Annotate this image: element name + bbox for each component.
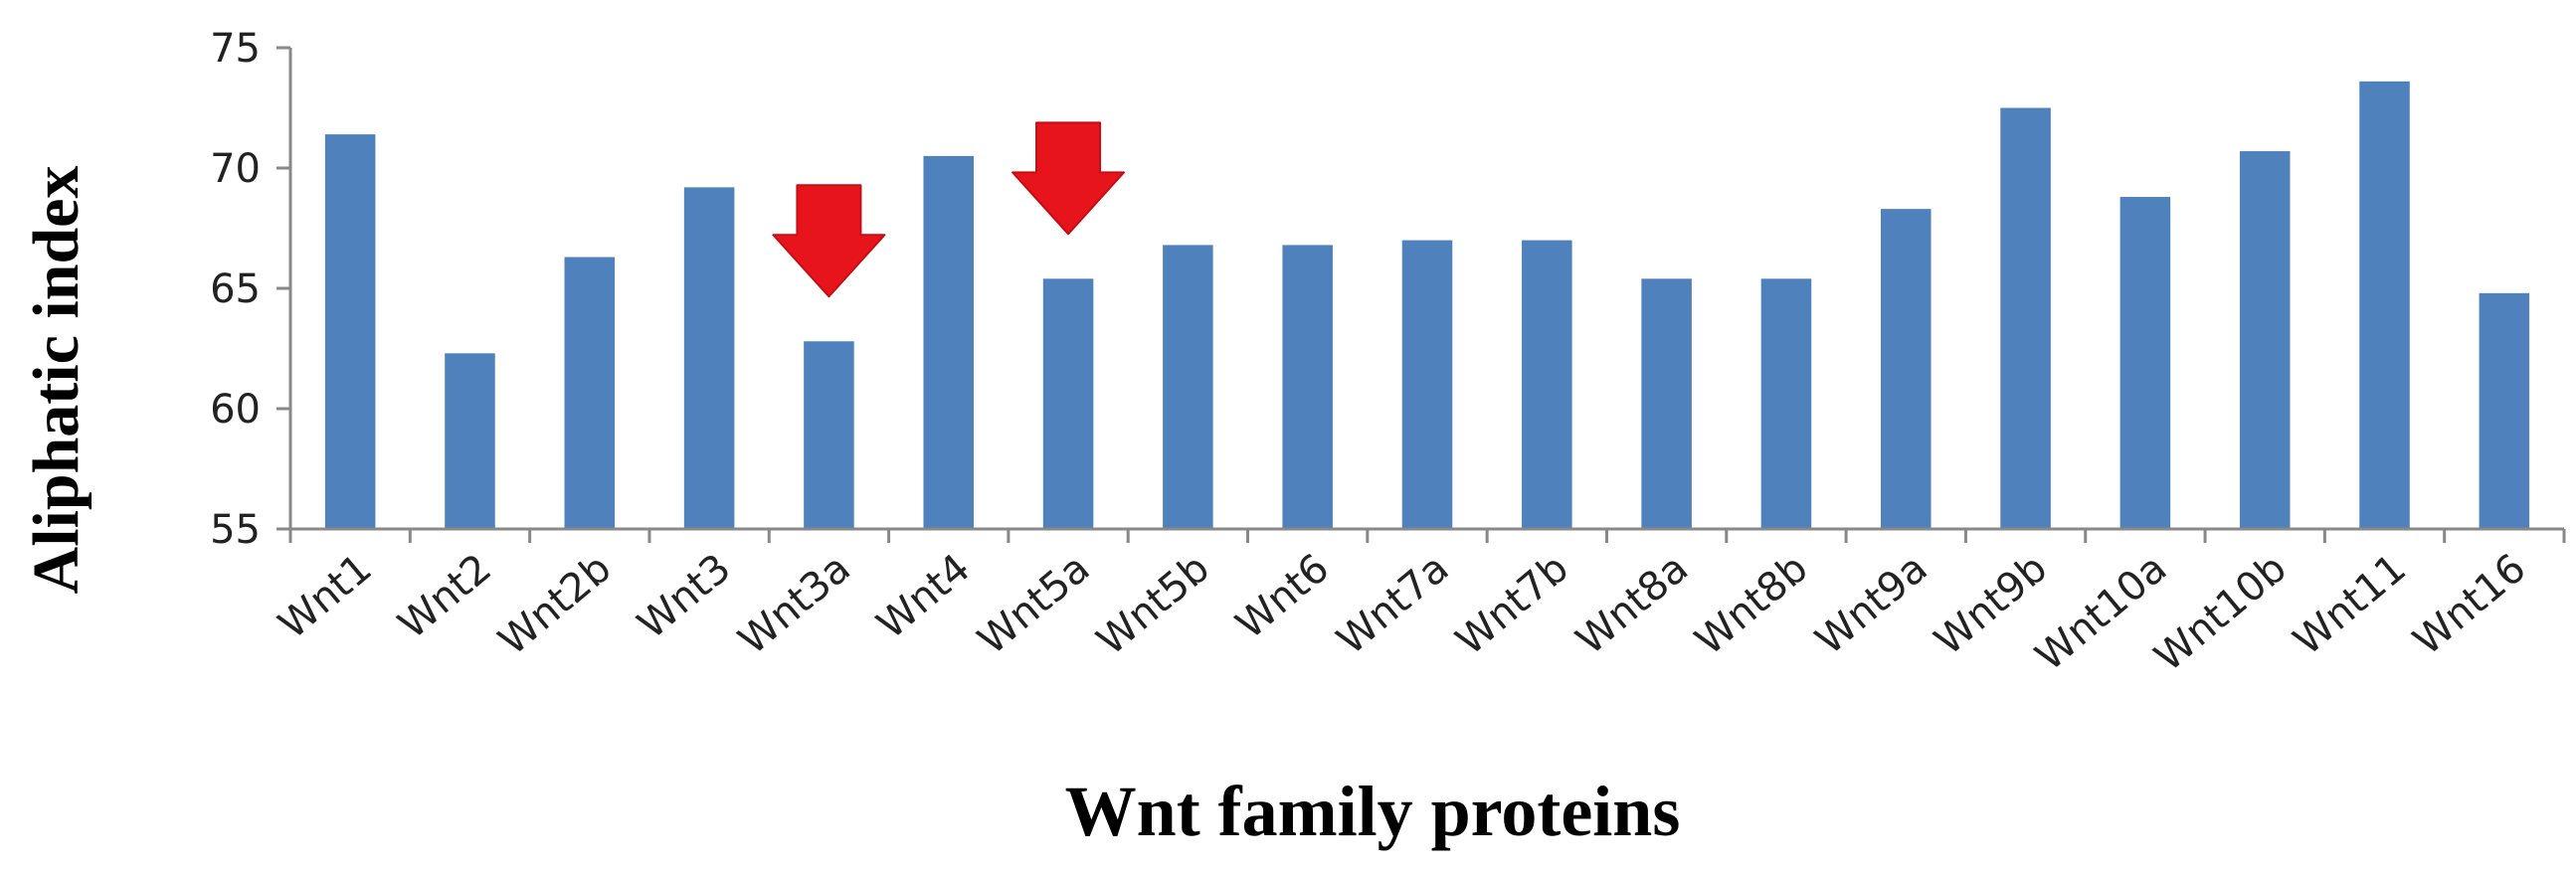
- y-tick-labels: 55 60 65 70 75: [210, 26, 261, 553]
- bar-wnt16: [2479, 292, 2530, 529]
- y-tick-label: 60: [210, 387, 261, 433]
- bar-wnt3: [683, 187, 735, 530]
- bar-wnt8b: [1760, 278, 1812, 529]
- bar-wnt5a: [1042, 278, 1094, 529]
- x-tick-label: Wnt8a: [1567, 545, 1697, 663]
- arrow-down-icon: [772, 184, 886, 298]
- bar-wnt2: [445, 353, 495, 529]
- y-tick-label: 65: [210, 266, 261, 312]
- highlight-arrows-layer: [772, 121, 1126, 298]
- bar-wnt7a: [1401, 240, 1453, 529]
- x-tick-label: Wnt6: [1227, 545, 1338, 647]
- x-tick-label: Wnt5a: [970, 545, 1099, 663]
- x-tick-label: Wnt8b: [1687, 545, 1816, 664]
- y-tick-label: 55: [210, 507, 261, 553]
- bar-wnt6: [1282, 245, 1333, 529]
- x-tick-label: Wnt16: [2405, 545, 2534, 664]
- bar-wnt3a: [804, 341, 854, 529]
- bar-wnt8a: [1641, 278, 1692, 529]
- x-tick-label: Wnt7a: [1329, 545, 1458, 663]
- x-tick-label: Wnt10b: [2146, 545, 2296, 680]
- y-axis-title: Aliphatic index: [20, 166, 92, 595]
- y-tick-label: 70: [210, 146, 261, 192]
- x-tick-label: Wnt10a: [2027, 545, 2175, 680]
- x-tick-label: Wnt3a: [730, 545, 859, 663]
- x-tick-label: Wnt3: [630, 545, 740, 647]
- bar-wnt10a: [2119, 197, 2171, 530]
- bar-wnt9b: [2000, 107, 2051, 529]
- x-tick-label: Wnt2: [390, 545, 500, 647]
- bar-wnt2b: [564, 257, 616, 529]
- y-tick-label: 75: [210, 26, 261, 72]
- bar-wnt10b: [2239, 151, 2291, 529]
- bar-wnt5b: [1163, 245, 1213, 529]
- x-tick-label: Wnt9a: [1807, 545, 1936, 663]
- x-tick-label: Wnt11: [2286, 545, 2415, 664]
- arrow-down-icon: [1012, 121, 1126, 236]
- x-tick-label: Wnt4: [868, 545, 979, 647]
- x-axis-title: Wnt family proteins: [1065, 772, 1681, 851]
- bars-layer: [324, 81, 2530, 530]
- bar-wnt7b: [1522, 240, 1572, 529]
- x-tick-label: Wnt2b: [490, 545, 620, 664]
- x-tick-label: Wnt5b: [1089, 545, 1218, 664]
- bar-wnt4: [923, 155, 975, 529]
- bar-wnt9a: [1880, 209, 1932, 529]
- bar-wnt1: [324, 134, 376, 529]
- x-tick-label: Wnt7b: [1447, 545, 1576, 664]
- axes-layer: [276, 46, 2566, 543]
- bar-wnt11: [2359, 81, 2410, 529]
- x-tick-label: Wnt1: [271, 545, 381, 647]
